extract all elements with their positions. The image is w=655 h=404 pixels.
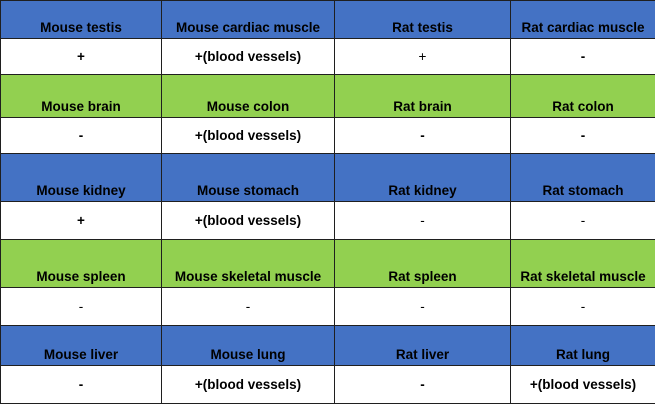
value-cell: +(blood vessels) [162, 118, 335, 154]
header-cell: Mouse stomach [162, 154, 335, 202]
value-cell: - [1, 118, 162, 154]
header-cell: Mouse spleen [1, 240, 162, 288]
value-row: + +(blood vessels) - - [1, 202, 655, 240]
header-row: Mouse spleen Mouse skeletal muscle Rat s… [1, 240, 655, 288]
value-cell: - [511, 202, 655, 240]
header-cell: Mouse skeletal muscle [162, 240, 335, 288]
value-cell: +(blood vessels) [162, 366, 335, 404]
value-cell: + [1, 39, 162, 75]
value-cell: - [511, 39, 655, 75]
header-cell: Mouse testis [1, 1, 162, 39]
value-cell: - [335, 118, 511, 154]
header-cell: Rat cardiac muscle [511, 1, 655, 39]
header-row: Mouse testis Mouse cardiac muscle Rat te… [1, 1, 655, 39]
header-cell: Rat kidney [335, 154, 511, 202]
header-cell: Rat stomach [511, 154, 655, 202]
header-cell: Mouse brain [1, 75, 162, 118]
header-row: Mouse brain Mouse colon Rat brain Rat co… [1, 75, 655, 118]
value-cell: - [1, 288, 162, 326]
value-cell: +(blood vessels) [511, 366, 655, 404]
value-cell: - [162, 288, 335, 326]
header-cell: Mouse colon [162, 75, 335, 118]
header-cell: Mouse cardiac muscle [162, 1, 335, 39]
value-cell: - [335, 288, 511, 326]
header-cell: Rat liver [335, 326, 511, 366]
value-row: - - - - [1, 288, 655, 326]
value-cell: + [335, 39, 511, 75]
value-cell: + [1, 202, 162, 240]
value-row: - +(blood vessels) - +(blood vessels) [1, 366, 655, 404]
value-row: - +(blood vessels) - - [1, 118, 655, 154]
header-cell: Rat skeletal muscle [511, 240, 655, 288]
value-cell: - [511, 118, 655, 154]
value-cell: - [1, 366, 162, 404]
header-cell: Rat testis [335, 1, 511, 39]
value-row: + +(blood vessels) + - [1, 39, 655, 75]
value-cell: +(blood vessels) [162, 39, 335, 75]
header-cell: Mouse kidney [1, 154, 162, 202]
header-cell: Rat brain [335, 75, 511, 118]
header-cell: Rat colon [511, 75, 655, 118]
value-cell: - [511, 288, 655, 326]
value-cell: - [335, 366, 511, 404]
header-cell: Mouse liver [1, 326, 162, 366]
header-cell: Rat lung [511, 326, 655, 366]
header-cell: Mouse lung [162, 326, 335, 366]
header-row: Mouse kidney Mouse stomach Rat kidney Ra… [1, 154, 655, 202]
header-row: Mouse liver Mouse lung Rat liver Rat lun… [1, 326, 655, 366]
value-cell: +(blood vessels) [162, 202, 335, 240]
value-cell: - [335, 202, 511, 240]
header-cell: Rat spleen [335, 240, 511, 288]
